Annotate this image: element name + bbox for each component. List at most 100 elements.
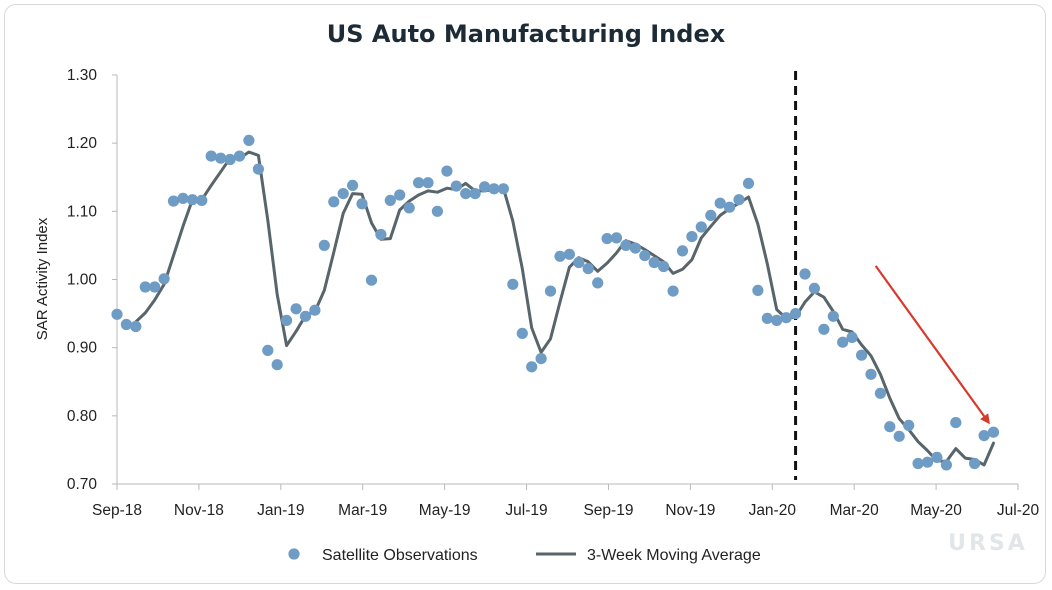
observation-point xyxy=(884,421,896,433)
observation-point xyxy=(903,419,915,431)
observation-point xyxy=(733,194,745,206)
x-tick-label: Sep-19 xyxy=(583,502,633,519)
observation-point xyxy=(856,349,868,361)
observation-point xyxy=(742,177,755,189)
observation-point xyxy=(215,152,227,164)
axes: 0.70 0.80 0.90 1.00 1.10 1.20 1.30 Sep-18 Nov-18… xyxy=(67,67,1040,519)
observation-point xyxy=(526,361,538,373)
observation-point xyxy=(309,304,321,316)
observation-point xyxy=(516,327,528,339)
observation-point xyxy=(450,180,462,192)
observation-point xyxy=(290,303,302,315)
observation-point xyxy=(544,285,557,297)
observation-point xyxy=(865,368,877,380)
observation-point xyxy=(940,459,953,471)
observation-point xyxy=(752,284,764,296)
observation-point xyxy=(799,268,811,280)
moving-average-series xyxy=(134,150,995,467)
y-tick-label: 0.70 xyxy=(67,476,98,493)
observation-point xyxy=(648,256,660,269)
observation-point xyxy=(620,239,632,251)
x-tick-label: Jan-20 xyxy=(749,502,797,519)
legend-label-observations: Satellite Observations xyxy=(322,547,478,564)
x-tick-label: Mar-19 xyxy=(338,502,387,519)
observation-point xyxy=(554,250,566,262)
observation-point xyxy=(252,163,264,175)
observation-point xyxy=(535,353,547,365)
observation-point xyxy=(422,177,434,189)
observation-point xyxy=(987,426,1000,438)
observation-point xyxy=(629,242,642,254)
x-tick-label: Sep-18 xyxy=(92,502,142,519)
y-tick-label: 1.30 xyxy=(67,67,98,84)
observation-point xyxy=(827,310,839,322)
observation-point xyxy=(469,188,481,200)
observation-point xyxy=(394,189,406,201)
observation-point xyxy=(120,318,132,331)
x-tick-label: May-20 xyxy=(910,502,962,519)
legend-point-icon xyxy=(288,548,300,560)
observation-point xyxy=(780,312,792,324)
observation-point xyxy=(846,331,858,343)
observation-point xyxy=(233,150,246,162)
observation-point xyxy=(262,344,274,356)
observation-point xyxy=(375,228,387,241)
observation-point xyxy=(158,273,170,285)
observation-point xyxy=(413,177,425,189)
observation-point xyxy=(488,183,500,195)
x-tick-label: Nov-19 xyxy=(665,502,715,519)
observation-point xyxy=(460,188,472,200)
observation-point xyxy=(931,451,943,463)
observation-point xyxy=(497,183,509,195)
observation-point xyxy=(573,256,585,269)
observation-point xyxy=(384,194,396,206)
observation-point xyxy=(149,281,161,293)
decline-arrow xyxy=(874,265,990,425)
observation-point xyxy=(431,205,443,217)
observation-point xyxy=(808,282,821,294)
observation-point xyxy=(771,314,783,326)
observation-point xyxy=(705,209,717,221)
observation-point xyxy=(224,153,236,166)
observation-point xyxy=(969,457,981,470)
observation-series xyxy=(111,134,1000,471)
observation-point xyxy=(563,248,576,260)
observation-point xyxy=(686,231,698,243)
observation-point xyxy=(299,310,312,322)
x-tick-label: Mar-20 xyxy=(830,502,879,519)
observation-point xyxy=(356,198,368,210)
legend-label-moving-average: 3-Week Moving Average xyxy=(587,547,761,564)
observation-point xyxy=(714,197,726,209)
observation-point xyxy=(790,308,802,320)
y-tick-label: 1.20 xyxy=(67,135,98,152)
observation-point xyxy=(177,192,189,204)
y-tick-label: 1.00 xyxy=(67,272,98,289)
observation-point xyxy=(403,202,415,214)
observation-point xyxy=(724,201,736,213)
observation-point xyxy=(601,233,613,245)
x-tick-label: Jan-19 xyxy=(257,502,304,519)
observation-point xyxy=(130,320,142,333)
y-tick-label: 0.90 xyxy=(67,340,98,357)
watermark-logo: URSA xyxy=(948,531,1028,556)
observation-point xyxy=(337,188,349,200)
observation-point xyxy=(658,260,670,273)
observation-point xyxy=(610,232,623,244)
observation-point xyxy=(196,194,208,206)
observation-point xyxy=(667,285,679,297)
observation-point xyxy=(921,456,934,468)
observation-point xyxy=(186,194,198,206)
observation-point xyxy=(818,323,830,335)
x-tick-label: Jul-20 xyxy=(997,502,1040,519)
observation-point xyxy=(441,165,453,177)
observation-point xyxy=(479,181,491,193)
observation-point xyxy=(111,308,123,320)
observation-point xyxy=(912,457,924,470)
x-tick-label: May-19 xyxy=(419,502,471,519)
observation-point xyxy=(243,134,255,146)
observation-point xyxy=(893,430,905,442)
observation-point xyxy=(874,387,887,399)
observation-point xyxy=(761,312,773,324)
observation-point xyxy=(582,263,594,275)
chart-title: US Auto Manufacturing Index xyxy=(327,20,726,48)
